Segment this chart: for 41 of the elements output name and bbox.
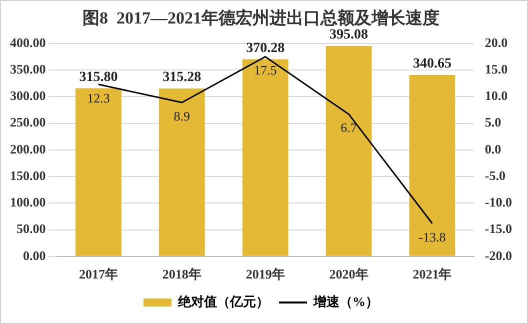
y-tick-label: 0.00 <box>23 248 46 263</box>
y-tick-label: 150.00 <box>10 168 46 183</box>
y-tick-label: 250.00 <box>10 114 46 130</box>
x-tick-label: 2020年 <box>329 266 368 282</box>
bar <box>409 75 456 256</box>
y2-tick-label: 10.0 <box>484 88 508 104</box>
x-tick-label: 2019年 <box>246 266 285 282</box>
data-label: 6.7 <box>340 120 358 136</box>
chart-title: 图8 2017—2021年德宏州进出口总额及增长速度 <box>82 8 440 28</box>
y2-tick-label: 5.0 <box>484 114 502 130</box>
data-label: 370.28 <box>246 40 285 56</box>
y-tick-label: 400.00 <box>10 34 46 50</box>
data-label: -13.8 <box>418 229 446 244</box>
x-tick-label: 2018年 <box>162 266 202 282</box>
y-tick-label: 200.00 <box>10 141 46 156</box>
bar <box>158 88 205 256</box>
data-label: 340.65 <box>412 56 452 72</box>
data-label: 12.3 <box>87 90 110 106</box>
y2-tick-label: 20.0 <box>484 34 508 50</box>
bar <box>242 59 288 256</box>
y2-tick-label: -10.0 <box>484 194 512 210</box>
legend-label: 绝对值（亿元） <box>177 294 269 309</box>
x-tick-label: 2021年 <box>412 266 452 282</box>
y2-tick-label: -5.0 <box>484 168 506 183</box>
y2-tick-label: 0.0 <box>484 141 502 156</box>
data-label: 8.9 <box>174 108 190 124</box>
data-label: 315.28 <box>162 70 202 86</box>
data-label: 17.5 <box>254 62 277 78</box>
y2-tick-label: 15.0 <box>484 61 508 76</box>
y2-tick-label: -20.0 <box>484 248 512 263</box>
data-label: 395.08 <box>330 28 368 43</box>
y2-tick-label: -15.0 <box>484 221 512 236</box>
y-tick-label: 350.00 <box>10 61 46 76</box>
x-tick-label: 2017年 <box>78 266 118 282</box>
legend-label: 增速（%） <box>312 294 378 309</box>
data-label: 315.80 <box>79 70 118 85</box>
y-tick-label: 100.00 <box>10 194 46 210</box>
bar <box>326 46 372 256</box>
y-tick-label: 300.00 <box>10 88 46 104</box>
bar <box>76 88 122 256</box>
y-tick-label: 50.00 <box>16 221 46 236</box>
